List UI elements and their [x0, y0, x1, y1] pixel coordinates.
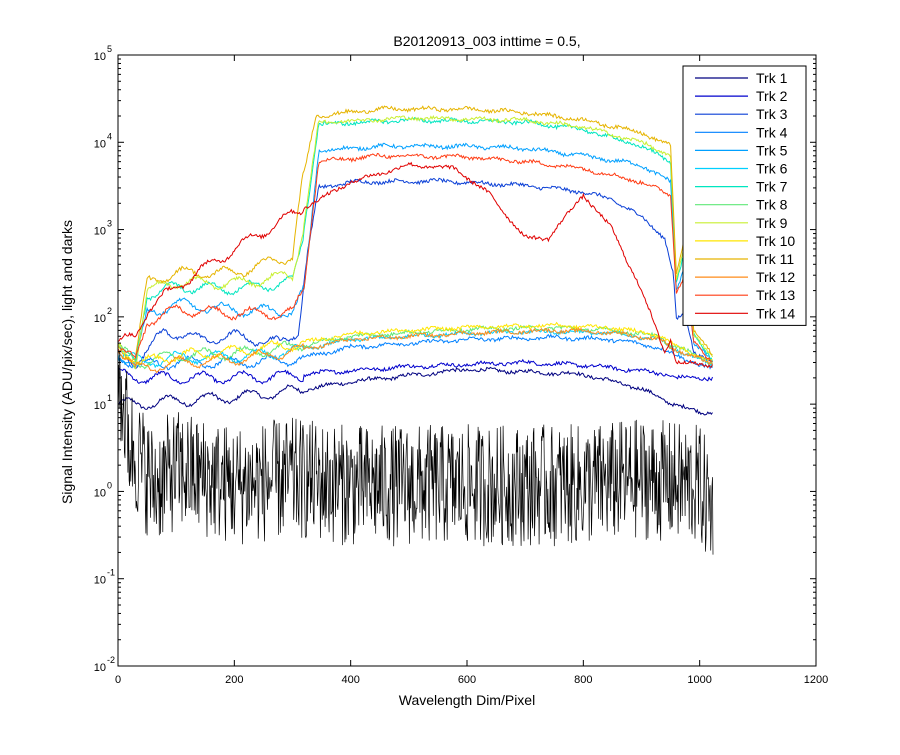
y-tick-label: 10: [94, 400, 106, 412]
legend-label: Trk 2: [756, 88, 788, 104]
series-line-trk-3: [118, 177, 713, 370]
x-tick-label: 1000: [687, 674, 711, 686]
legend-label: Trk 5: [756, 142, 788, 158]
legend-box: [682, 65, 807, 326]
legend-label: Trk 6: [756, 161, 788, 177]
series-line-trk-14: [118, 161, 713, 369]
legend-label: Trk 14: [756, 305, 795, 321]
y-tick-exponent: 4: [107, 131, 112, 141]
series-line-trk-11: [118, 105, 713, 362]
x-tick-label: 1200: [804, 674, 828, 686]
y-tick-exponent: -1: [107, 568, 115, 578]
y-tick-label: 10: [94, 138, 106, 150]
legend-label: Trk 10: [756, 233, 795, 249]
y-tick-exponent: 3: [107, 219, 112, 229]
y-tick-exponent: 2: [107, 306, 112, 316]
series-line-trk-9: [118, 115, 713, 370]
y-tick-label: 10: [94, 51, 106, 63]
legend-label: Trk 8: [756, 197, 788, 213]
series-line-trk-13: [118, 152, 713, 363]
legend-label: Trk 3: [756, 106, 788, 122]
y-tick-exponent: 1: [107, 393, 112, 403]
y-tick-exponent: -2: [107, 655, 115, 665]
y-tick-label: 10: [94, 662, 106, 674]
legend-label: Trk 13: [756, 287, 795, 303]
x-axis-label: Wavelength Dim/Pixel: [399, 692, 535, 708]
x-tick-label: 400: [341, 674, 359, 686]
legend-label: Trk 11: [756, 251, 794, 267]
series-line-trk-4: [118, 333, 713, 371]
series-line-trk-1: [118, 366, 713, 416]
series-line-trk-12: [118, 327, 713, 374]
y-tick-label: 10: [94, 487, 106, 499]
y-tick-label: 10: [94, 226, 106, 238]
series-line-trk-2: [118, 358, 713, 385]
series-line-trk-10: [118, 321, 713, 366]
x-tick-label: 600: [458, 674, 476, 686]
legend-label: Trk 7: [756, 179, 788, 195]
legend-label: Trk 9: [756, 215, 788, 231]
legend-label: Trk 1: [756, 70, 788, 86]
series-line-darks: [118, 351, 714, 555]
y-axis-label: Signal Intensity (ADU/pix/sec), light an…: [59, 220, 75, 504]
legend-label: Trk 12: [756, 269, 795, 285]
y-tick-label: 10: [94, 313, 106, 325]
x-tick-label: 0: [115, 674, 121, 686]
y-tick-exponent: 5: [107, 44, 112, 54]
chart-title: B20120913_003 inttime = 0.5,: [393, 33, 580, 49]
y-tick-exponent: 0: [107, 480, 112, 490]
x-tick-label: 800: [574, 674, 592, 686]
legend-label: Trk 4: [756, 124, 788, 140]
x-tick-label: 200: [225, 674, 243, 686]
y-tick-label: 10: [94, 575, 106, 587]
